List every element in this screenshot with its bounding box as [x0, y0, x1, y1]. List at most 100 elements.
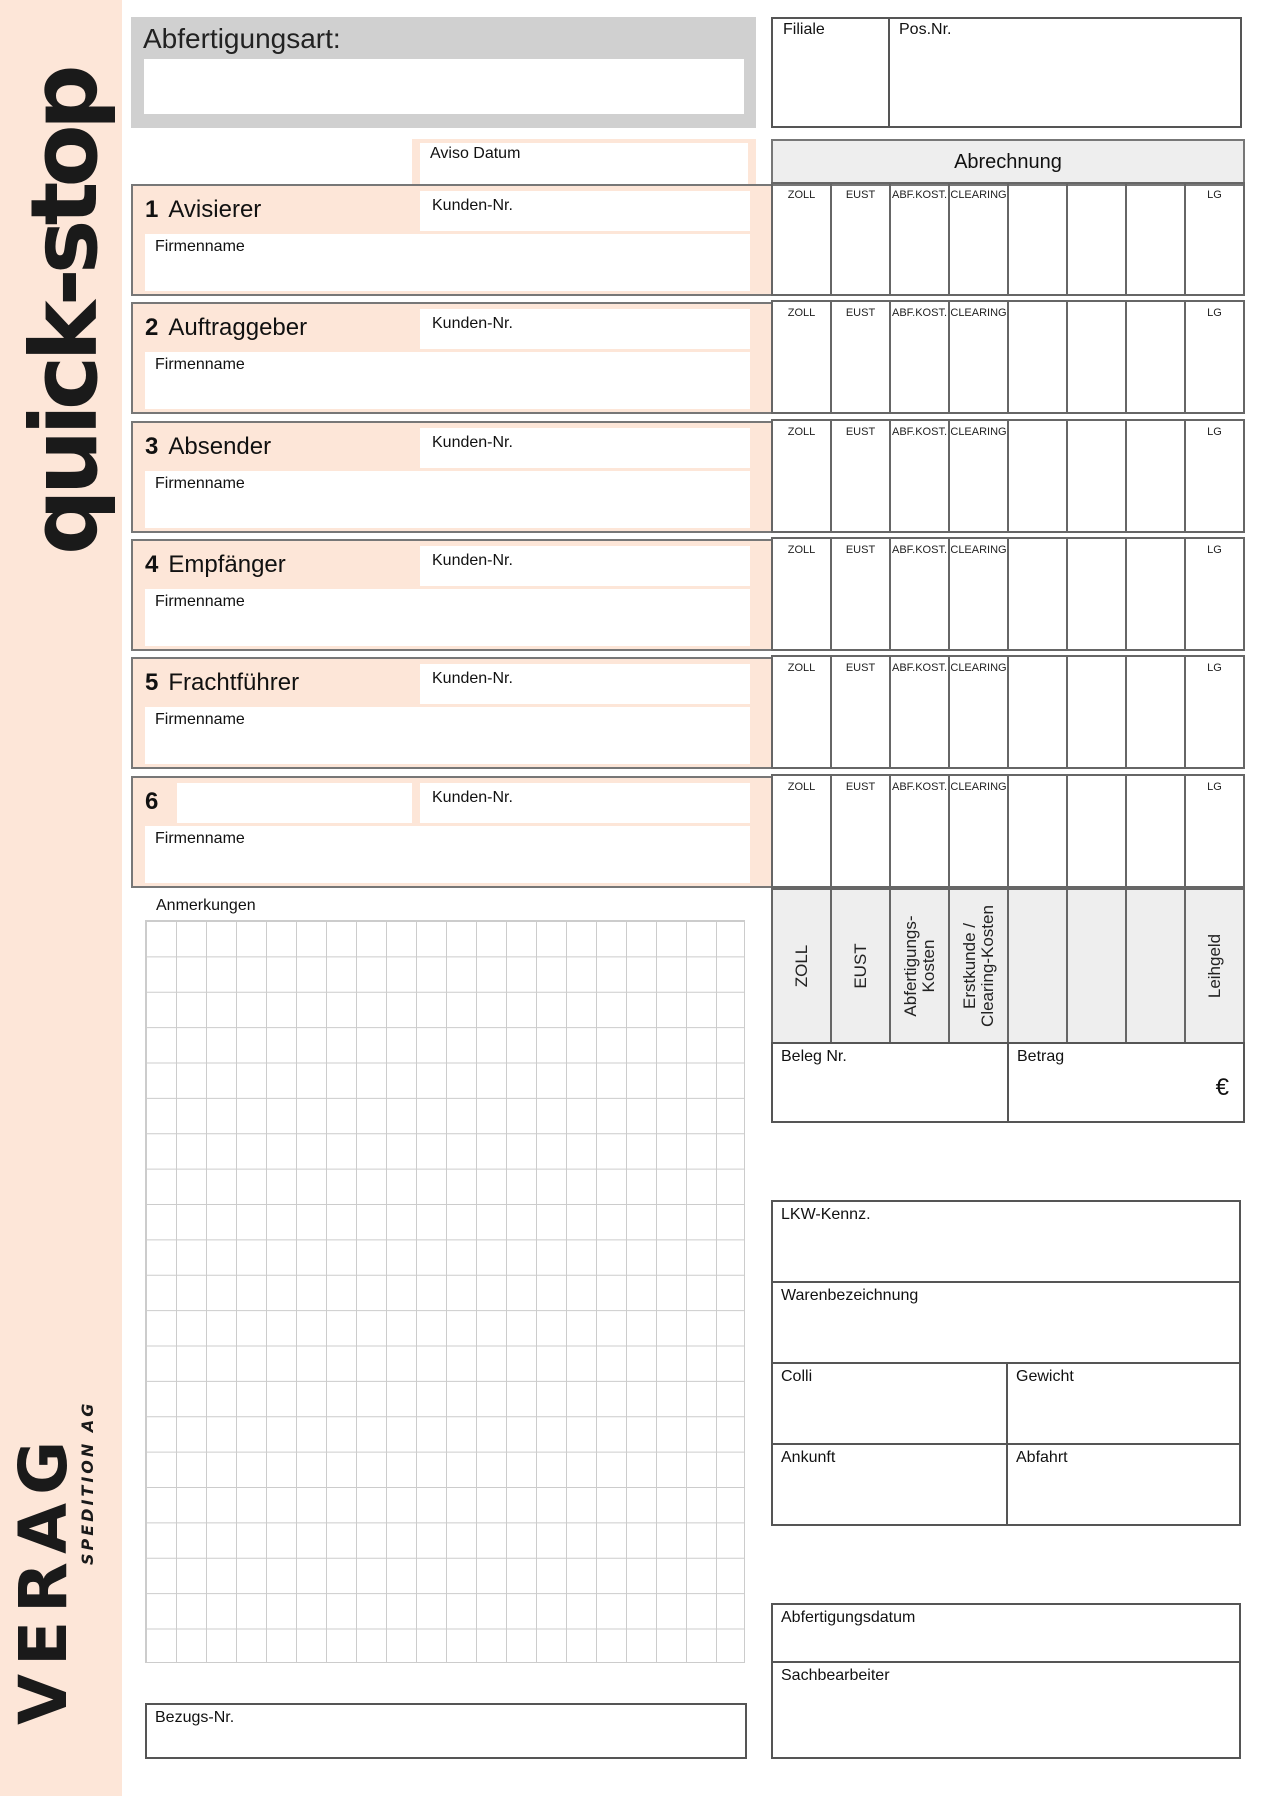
kunden-nr-label: Kunden-Nr.	[432, 315, 513, 333]
section-number: 4	[145, 550, 159, 578]
cost-cell[interactable]: LG	[1207, 780, 1222, 793]
aviso-datum-section: Aviso Datum	[412, 139, 756, 187]
cost-cell[interactable]: ABF.KOST.	[891, 657, 950, 768]
cost-cell[interactable]	[1009, 538, 1068, 649]
euro-icon: €	[1215, 1074, 1229, 1101]
cost-cell[interactable]: ABF.KOST.	[891, 538, 950, 649]
firmenname-label: Firmenname	[155, 592, 245, 610]
cost-cell[interactable]: EUST	[832, 657, 891, 768]
kunden-nr-field[interactable]: Kunden-Nr.	[420, 782, 750, 823]
cost-cell[interactable]: ZOLL	[773, 184, 832, 294]
cost-row: ZOLL EUST ABF.KOST. CLEARING LG	[771, 655, 1245, 770]
bezugs-nr-field[interactable]: Bezugs-Nr.	[145, 1703, 747, 1759]
cost-cell[interactable]: EUST	[832, 184, 891, 294]
aviso-datum-field[interactable]	[420, 143, 748, 187]
kunden-nr-field[interactable]: Kunden-Nr.	[420, 545, 750, 586]
kunden-nr-field[interactable]: Kunden-Nr.	[420, 191, 750, 231]
firmenname-label: Firmenname	[155, 711, 245, 729]
cost-cell[interactable]	[1068, 184, 1127, 294]
gewicht-field[interactable]: Gewicht	[1006, 1362, 1241, 1445]
cost-cell[interactable]: CLEARING	[950, 538, 1009, 649]
beleg-nr-field[interactable]: Beleg Nr.	[771, 1042, 1009, 1123]
cost-cell[interactable]: ABF.KOST.	[891, 184, 950, 294]
cost-cell[interactable]: LG	[1207, 662, 1222, 675]
ankunft-field[interactable]: Ankunft	[771, 1443, 1008, 1526]
abfertigungsdatum-field[interactable]: Abfertigungsdatum	[771, 1603, 1241, 1663]
kunden-nr-field[interactable]: Kunden-Nr.	[420, 427, 750, 468]
firmenname-field[interactable]: Firmenname	[145, 825, 750, 883]
cost-cell[interactable]	[1068, 420, 1127, 531]
cost-cell[interactable]: CLEARING	[950, 420, 1009, 531]
cost-header: Leihgeld	[1186, 890, 1243, 1042]
cost-cell[interactable]: ZOLL	[773, 775, 832, 886]
kunden-nr-label: Kunden-Nr.	[432, 197, 513, 214]
party-section: 2 Auftraggeber Kunden-Nr. Firmenname	[131, 302, 771, 415]
cost-cell[interactable]: EUST	[832, 538, 891, 649]
aviso-datum-label: Aviso Datum	[430, 145, 521, 162]
abrechnung-header: Abrechnung	[771, 139, 1245, 186]
cost-cell[interactable]: LG	[1207, 307, 1222, 320]
party-section: 5 Frachtführer Kunden-Nr. Firmenname	[131, 657, 771, 770]
abfahrt-label: Abfahrt	[1016, 1449, 1068, 1466]
cost-cell[interactable]: CLEARING	[950, 302, 1009, 413]
sachbearbeiter-field[interactable]: Sachbearbeiter	[771, 1661, 1241, 1759]
cost-header	[1127, 890, 1186, 1042]
cost-header	[1009, 890, 1068, 1042]
cost-cell[interactable]: LG	[1207, 425, 1222, 438]
cost-header-label: Abfertigungs- Kosten	[900, 915, 938, 1017]
cost-cell[interactable]	[1127, 775, 1186, 886]
cost-cell[interactable]	[1068, 775, 1127, 886]
section-title: 5 Frachtführer	[145, 669, 299, 697]
cost-cell[interactable]: LG	[1207, 189, 1222, 201]
cost-cell[interactable]: CLEARING	[950, 184, 1009, 294]
firmenname-field[interactable]: Firmenname	[145, 352, 750, 410]
waren-field[interactable]: Warenbezeichnung	[771, 1281, 1241, 1364]
cost-cell[interactable]	[1068, 302, 1127, 413]
cost-cell[interactable]: ZOLL	[773, 302, 832, 413]
firmenname-field[interactable]: Firmenname	[145, 470, 750, 528]
bezugs-nr-label: Bezugs-Nr.	[155, 1709, 235, 1726]
colli-field[interactable]: Colli	[771, 1362, 1008, 1445]
cost-cell[interactable]	[1009, 775, 1068, 886]
cost-cell[interactable]: LG	[1207, 543, 1222, 556]
abfahrt-field[interactable]: Abfahrt	[1006, 1443, 1241, 1526]
cost-cell[interactable]: ZOLL	[773, 420, 832, 531]
cost-cell[interactable]	[1009, 420, 1068, 531]
betrag-field[interactable]: Betrag €	[1007, 1042, 1245, 1123]
anmerkungen-grid[interactable]	[145, 920, 745, 1663]
cost-cell[interactable]: ABF.KOST.	[891, 420, 950, 531]
cost-header-row: ZOLL EUST Abfertigungs- Kosten Erstkunde / …	[771, 888, 1245, 1044]
cost-cell[interactable]: CLEARING	[950, 657, 1009, 768]
cost-cell[interactable]	[1068, 538, 1127, 649]
cost-cell[interactable]: ABF.KOST.	[891, 302, 950, 413]
cost-cell[interactable]: EUST	[832, 775, 891, 886]
cost-cell[interactable]: ZOLL	[773, 657, 832, 768]
gewicht-label: Gewicht	[1016, 1368, 1074, 1385]
cost-header: EUST	[832, 890, 891, 1042]
cost-cell[interactable]: ZOLL	[773, 538, 832, 649]
section-name: Frachtführer	[168, 669, 300, 697]
filiale-label: Filiale	[783, 21, 825, 38]
betrag-label: Betrag	[1017, 1048, 1065, 1065]
cost-cell[interactable]: EUST	[832, 302, 891, 413]
lkw-field[interactable]: LKW-Kennz.	[771, 1200, 1241, 1283]
cost-cell[interactable]	[1127, 302, 1186, 413]
cost-cell[interactable]	[1127, 657, 1186, 768]
kunden-nr-field[interactable]: Kunden-Nr.	[420, 664, 750, 705]
cost-cell[interactable]: EUST	[832, 420, 891, 531]
cost-cell[interactable]: ABF.KOST.	[891, 775, 950, 886]
cost-cell[interactable]: CLEARING	[950, 775, 1009, 886]
kunden-nr-field[interactable]: Kunden-Nr.	[420, 309, 750, 350]
custom-party-field[interactable]	[177, 782, 412, 823]
cost-cell[interactable]	[1127, 184, 1186, 294]
cost-cell[interactable]	[1127, 420, 1186, 531]
cost-cell[interactable]	[1127, 538, 1186, 649]
cost-cell[interactable]	[1009, 657, 1068, 768]
firmenname-field[interactable]: Firmenname	[145, 588, 750, 646]
cost-cell[interactable]	[1009, 184, 1068, 294]
firmenname-field[interactable]: Firmenname	[145, 234, 750, 291]
firmenname-field[interactable]: Firmenname	[145, 707, 750, 765]
abfertigungsart-field[interactable]	[144, 59, 744, 114]
cost-cell[interactable]	[1009, 302, 1068, 413]
cost-cell[interactable]	[1068, 657, 1127, 768]
